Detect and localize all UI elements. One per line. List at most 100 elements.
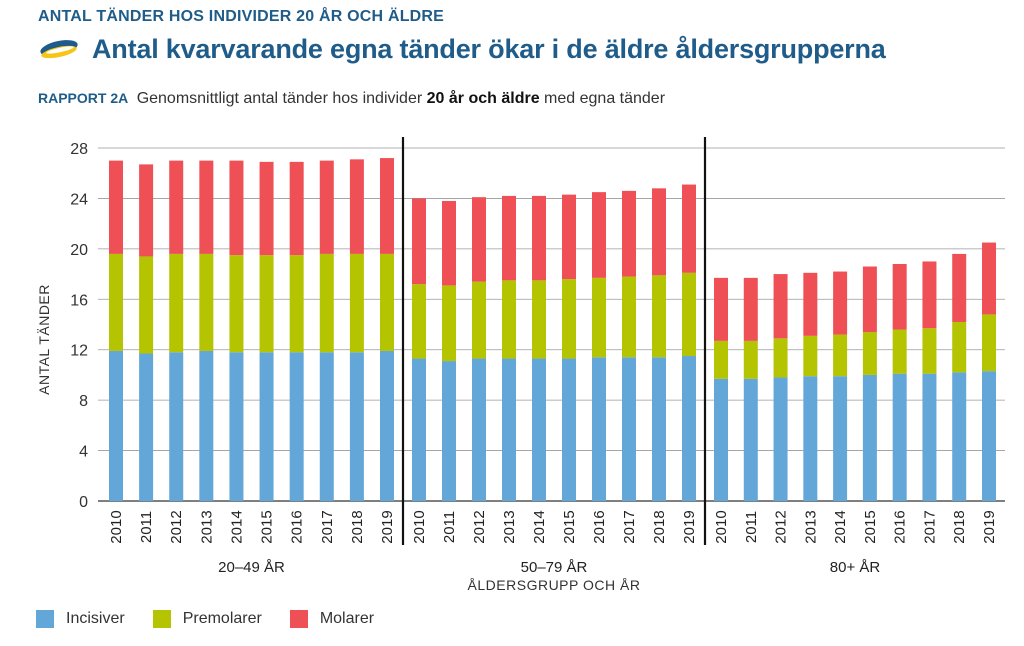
chart-subtitle: RAPPORT 2A Genomsnittligt antal tänder h… (38, 90, 665, 108)
x-tick-label: 2017 (921, 510, 938, 543)
bar-segment-incisiver (743, 378, 758, 501)
bar-segment-incisiver (714, 378, 728, 501)
x-tick-label: 2010 (713, 510, 730, 543)
chart-supertitle: ANTAL TÄNDER HOS INDIVIDER 20 ÅR OCH ÄLD… (38, 8, 445, 25)
bar-segment-premolarer (773, 338, 788, 378)
x-tick-label: 2014 (228, 510, 245, 543)
x-tick-label: 2013 (501, 510, 518, 543)
bar-segment-molarer (622, 190, 636, 277)
x-tick-label: 2011 (138, 511, 155, 543)
bar-segment-premolarer (592, 277, 606, 358)
bar-segment-molarer (652, 188, 666, 276)
bar-segment-incisiver (139, 353, 154, 501)
x-tick-label: 2019 (681, 510, 698, 543)
bar-segment-molarer (199, 160, 214, 254)
x-tick-label: 2011 (441, 511, 458, 543)
x-tick-label: 2012 (471, 510, 488, 543)
y-tick-label: 4 (79, 444, 88, 461)
bar-segment-molarer (109, 160, 123, 254)
bar-segment-premolarer (169, 253, 184, 353)
bar-segment-premolarer (380, 253, 394, 351)
bar-segment-molarer (592, 192, 606, 278)
x-tick-label: 2012 (773, 510, 790, 543)
bar-segment-molarer (714, 277, 728, 341)
bar-segment-incisiver (982, 371, 996, 501)
bar-segment-molarer (349, 159, 364, 254)
x-tick-label: 2016 (289, 510, 306, 543)
bar-segment-molarer (682, 184, 696, 273)
bar-segment-premolarer (892, 329, 907, 374)
bar-segment-incisiver (892, 373, 907, 501)
bar-segment-premolarer (109, 253, 123, 351)
bar-segment-incisiver (502, 358, 516, 501)
bar-segment-premolarer (714, 340, 728, 379)
group-label: 20–49 ÅR (218, 559, 285, 576)
bar-segment-molarer (289, 161, 304, 256)
bar-segment-premolarer (562, 279, 576, 359)
bar-segment-incisiver (289, 352, 304, 501)
x-tick-label: 2013 (802, 510, 819, 543)
bar-segment-molarer (502, 195, 516, 281)
y-tick-label: 20 (70, 242, 88, 259)
bar-segment-molarer (743, 277, 758, 341)
bar-segment-molarer (773, 274, 788, 339)
bar-segment-incisiver (412, 358, 426, 501)
group-label: 80+ ÅR (830, 559, 881, 576)
bar-segment-premolarer (412, 284, 426, 359)
x-tick-label: 2014 (832, 510, 849, 543)
bar-segment-incisiver (442, 361, 456, 501)
x-tick-label: 2015 (862, 510, 879, 543)
y-tick-label: 24 (70, 191, 88, 208)
bar-segment-incisiver (952, 372, 967, 501)
bar-segment-premolarer (532, 280, 546, 359)
bar-segment-premolarer (952, 321, 967, 373)
bar-segment-incisiver (380, 350, 394, 501)
y-tick-label: 16 (70, 292, 88, 309)
y-tick-label: 12 (70, 343, 88, 360)
bar-segment-molarer (259, 161, 274, 256)
bar-segment-molarer (833, 271, 848, 335)
x-tick-label: 2014 (531, 510, 548, 543)
bar-segment-incisiver (259, 352, 274, 501)
bar-segment-molarer (229, 160, 244, 256)
x-tick-label: 2013 (198, 510, 215, 543)
legend-swatch-molarer (289, 610, 308, 628)
bar-segment-molarer (380, 158, 394, 254)
bar-segment-premolarer (442, 285, 456, 362)
bar-segment-incisiver (169, 352, 184, 501)
bar-segment-premolarer (199, 253, 214, 351)
bar-segment-molarer (412, 198, 426, 285)
bar-segment-incisiver (773, 377, 788, 501)
bar-segment-premolarer (472, 281, 486, 359)
bar-segment-molarer (922, 261, 937, 329)
title-row: Antal kvarvarande egna tänder ökar i de … (38, 34, 886, 65)
bar-segment-premolarer (349, 253, 364, 353)
legend-label-premolarer: Premolarer (182, 610, 262, 627)
x-tick-label: 2010 (411, 510, 428, 543)
x-tick-label: 2017 (319, 510, 336, 543)
bar-segment-premolarer (139, 256, 154, 354)
report-tag: RAPPORT 2A (38, 90, 129, 106)
legend-item-incisiver: Incisiver (36, 610, 125, 628)
bar-segment-incisiver (319, 352, 334, 501)
bar-segment-incisiver (862, 374, 877, 501)
bar-segment-premolarer (833, 334, 848, 377)
bar-segment-molarer (892, 263, 907, 330)
x-tick-label: 2016 (892, 510, 909, 543)
subtitle-pre: Genomsnittligt antal tänder hos individe… (136, 90, 423, 107)
legend-swatch-incisiver (36, 610, 54, 628)
x-tick-label: 2018 (349, 510, 366, 543)
logo-icon (40, 39, 78, 58)
bar-segment-molarer (862, 266, 877, 333)
legend-swatch-premolarer (152, 610, 171, 628)
y-tick-label: 28 (70, 141, 88, 158)
bar-segment-premolarer (982, 314, 996, 372)
bar-segment-premolarer (652, 275, 666, 358)
bar-segment-premolarer (622, 276, 636, 358)
bar-segment-molarer (562, 194, 576, 280)
legend-item-molarer: Molarer (289, 610, 374, 628)
x-axis-label: ÅLDERSGRUPP OCH ÅR (468, 577, 641, 593)
bar-segment-premolarer (319, 253, 334, 353)
y-tick-label: 0 (79, 494, 88, 511)
